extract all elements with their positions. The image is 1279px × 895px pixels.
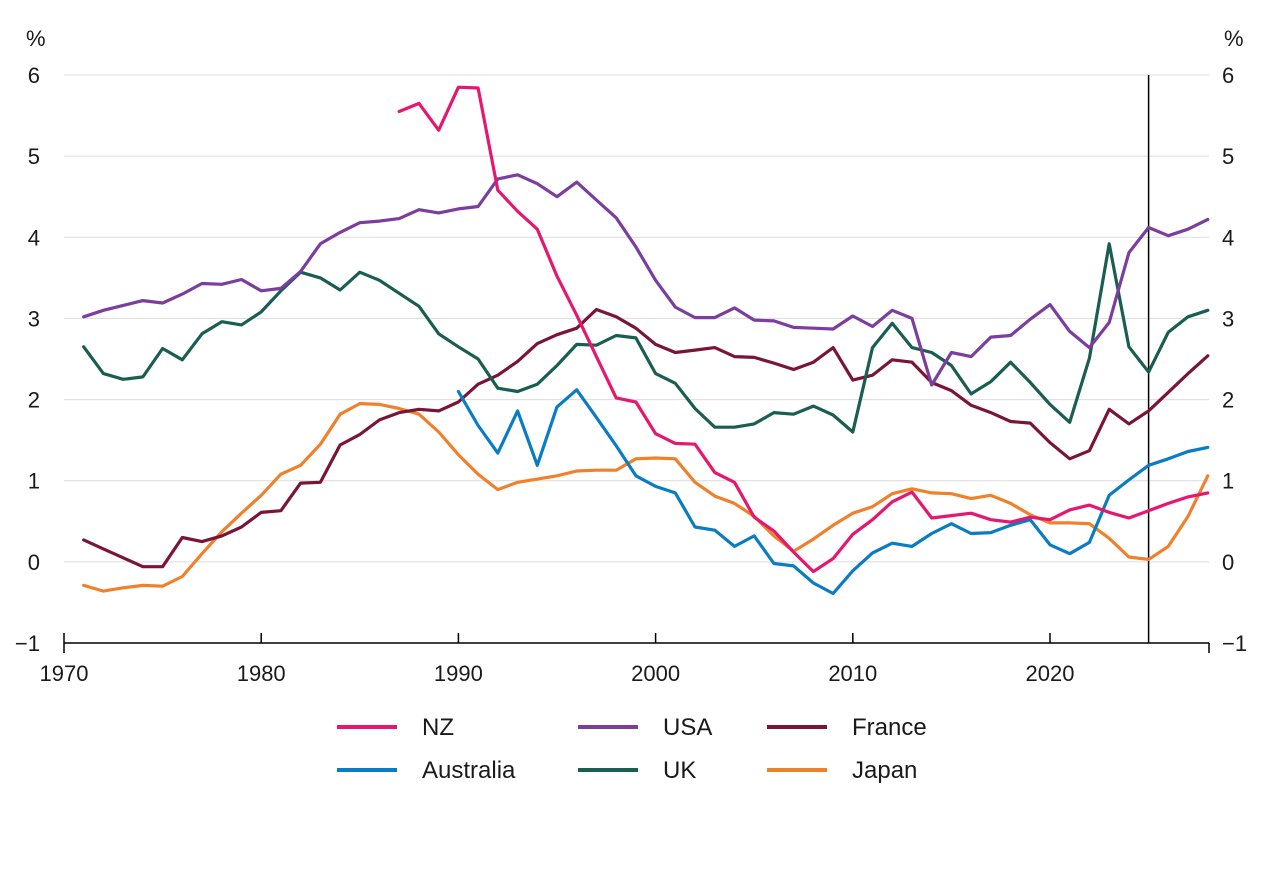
- y-tick-label-right: 5: [1222, 144, 1234, 169]
- legend-label: Australia: [422, 757, 516, 784]
- series-line-australia: [456, 388, 1210, 596]
- gridlines: [64, 74, 1209, 563]
- y-tick-label-right: 3: [1222, 306, 1234, 331]
- y-tick-label-left: −1: [15, 631, 40, 656]
- legend-item-france: France: [767, 714, 927, 741]
- y-tick-label-right: 2: [1222, 388, 1234, 413]
- y-tick-label-right: 1: [1222, 469, 1234, 494]
- x-tick-label: 1970: [40, 661, 89, 686]
- series-lines: [82, 85, 1210, 596]
- y-tick-label-right: 6: [1222, 63, 1234, 88]
- series-line-france: [82, 307, 1210, 569]
- y-tick-label-left: 5: [28, 144, 40, 169]
- x-tick-label: 1990: [434, 661, 483, 686]
- y-tick-label-right: −1: [1222, 631, 1247, 656]
- x-tick-label: 2000: [631, 661, 680, 686]
- legend-label: USA: [663, 714, 712, 741]
- left-unit-label: %: [26, 26, 46, 51]
- y-tick-label-right: 0: [1222, 550, 1234, 575]
- legend-item-uk: UK: [578, 757, 696, 784]
- right-unit-label: %: [1224, 26, 1244, 51]
- y-tick-label-left: 6: [28, 63, 40, 88]
- y-tick-label-left: 4: [28, 225, 40, 250]
- legend-label: France: [852, 714, 927, 741]
- x-tick-label: 1980: [237, 661, 286, 686]
- legend-item-nz: NZ: [337, 714, 454, 741]
- series-line-uk: [82, 242, 1210, 434]
- x-tick-label: 2010: [828, 661, 877, 686]
- legend: NZ USA France Australia UK Japan: [337, 714, 927, 784]
- legend-label: UK: [663, 757, 696, 784]
- y-tick-label-left: 2: [28, 388, 40, 413]
- y-tick-label-left: 0: [28, 550, 40, 575]
- x-tick-label: 2020: [1026, 661, 1075, 686]
- legend-item-australia: Australia: [337, 757, 516, 784]
- series-line-japan: [82, 402, 1210, 593]
- series-line-usa: [82, 173, 1210, 387]
- legend-item-japan: Japan: [767, 757, 917, 784]
- axes: −1 −1 0 0 1 1 2 2 3 3 4 4 5 5 6 6 1970 1980 1990 2000 2010 20…: [15, 63, 1247, 686]
- y-tick-label-right: 4: [1222, 225, 1234, 250]
- legend-label: Japan: [852, 757, 917, 784]
- series-line-nz: [397, 85, 1210, 574]
- y-tick-label-left: 1: [28, 469, 40, 494]
- legend-label: NZ: [422, 714, 454, 741]
- legend-item-usa: USA: [578, 714, 712, 741]
- y-tick-label-left: 3: [28, 306, 40, 331]
